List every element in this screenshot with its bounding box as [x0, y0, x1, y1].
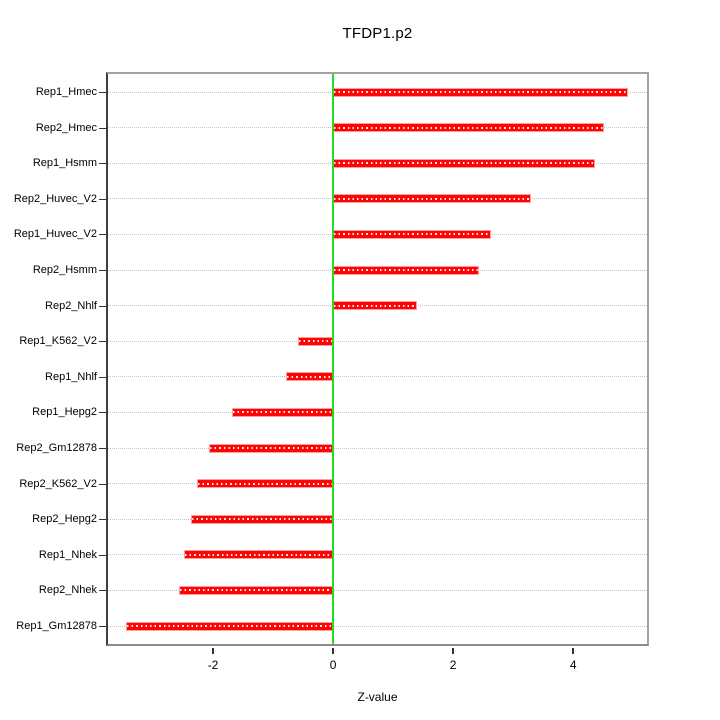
bar-Rep2_Gm12878	[209, 443, 334, 453]
y-axis-label: Rep2_Hepg2	[32, 513, 97, 526]
y-axis-tick	[99, 448, 106, 449]
y-axis-tick	[99, 412, 106, 414]
y-axis-tick	[99, 376, 106, 378]
bar-Rep2_Huvec_V2	[333, 194, 532, 204]
y-axis-label: Rep1_Huvec_V2	[13, 228, 97, 241]
y-axis-label: Rep1_Nhlf	[45, 370, 97, 383]
gridline	[108, 376, 647, 378]
bar-Rep1_Hsmm	[333, 158, 596, 168]
bar-Rep2_Hepg2	[191, 514, 334, 524]
y-axis-tick	[99, 626, 106, 627]
bar-Rep1_Nhek	[184, 550, 334, 560]
x-axis-tick	[212, 648, 214, 654]
plot-area	[106, 72, 649, 646]
y-axis-label: Rep1_Hepg2	[32, 406, 97, 419]
y-axis-label: Rep2_Hmec	[35, 121, 97, 134]
y-axis-tick	[99, 127, 106, 129]
y-axis-tick	[99, 92, 106, 93]
y-axis-tick	[99, 198, 106, 200]
y-axis-tick	[99, 163, 106, 165]
gridline	[108, 625, 647, 627]
x-axis-tick	[572, 648, 574, 654]
y-axis-tick	[99, 590, 106, 592]
y-axis-label: Rep2_Nhek	[38, 584, 97, 597]
y-axis-tick	[99, 270, 106, 271]
gridline	[108, 411, 647, 413]
gridline	[108, 483, 647, 485]
gridline	[108, 447, 647, 449]
gridline	[108, 518, 647, 520]
bar-Rep2_Hsmm	[333, 265, 479, 275]
x-axis-tick-label: 4	[569, 658, 577, 672]
y-axis-label: Rep2_Hsmm	[32, 264, 97, 276]
x-axis-tick	[332, 648, 334, 654]
y-axis-label: Rep2_Gm12878	[16, 442, 97, 454]
x-axis-tick-label: 2	[449, 658, 457, 672]
bar-Rep1_Gm12878	[126, 621, 334, 631]
gridline	[108, 589, 647, 591]
bar-Rep2_K562_V2	[196, 479, 334, 489]
y-axis-label: Rep1_Gm12878	[16, 620, 97, 632]
y-axis-label: Rep2_Huvec_V2	[13, 192, 97, 205]
bar-Rep2_Nhlf	[333, 301, 418, 311]
chart-title: TFDP1.p2	[342, 25, 413, 42]
bar-Rep2_Nhek	[179, 585, 334, 595]
y-axis-tick	[99, 519, 106, 521]
y-axis-label: Rep1_Hmec	[35, 86, 97, 98]
bar-Rep1_Nhlf	[286, 372, 334, 382]
y-axis-label: Rep1_Hsmm	[32, 157, 97, 170]
y-axis-tick	[99, 483, 106, 485]
bar-Rep1_Huvec_V2	[333, 229, 491, 239]
y-axis-label: Rep1_K562_V2	[19, 335, 97, 348]
y-axis-label: Rep1_Nhek	[38, 548, 97, 561]
x-axis-title: Z-value	[357, 690, 398, 704]
y-axis-label: Rep2_K562_V2	[19, 477, 97, 490]
y-axis-tick	[99, 554, 106, 556]
y-axis-tick	[99, 234, 106, 236]
x-axis-tick-label: 0	[329, 658, 337, 672]
y-axis-tick	[99, 341, 106, 343]
bar-Rep1_K562_V2	[298, 336, 334, 346]
x-axis-tick-label: -2	[207, 658, 219, 672]
gridline	[108, 554, 647, 556]
x-axis-tick	[452, 648, 454, 654]
y-axis-label: Rep2_Nhlf	[45, 299, 97, 312]
bar-Rep2_Hmec	[333, 123, 605, 133]
y-axis-tick	[99, 305, 106, 307]
zero-line	[332, 74, 335, 644]
gridline	[108, 340, 647, 342]
bar-Rep1_Hmec	[333, 87, 629, 97]
bar-Rep1_Hepg2	[232, 407, 334, 417]
